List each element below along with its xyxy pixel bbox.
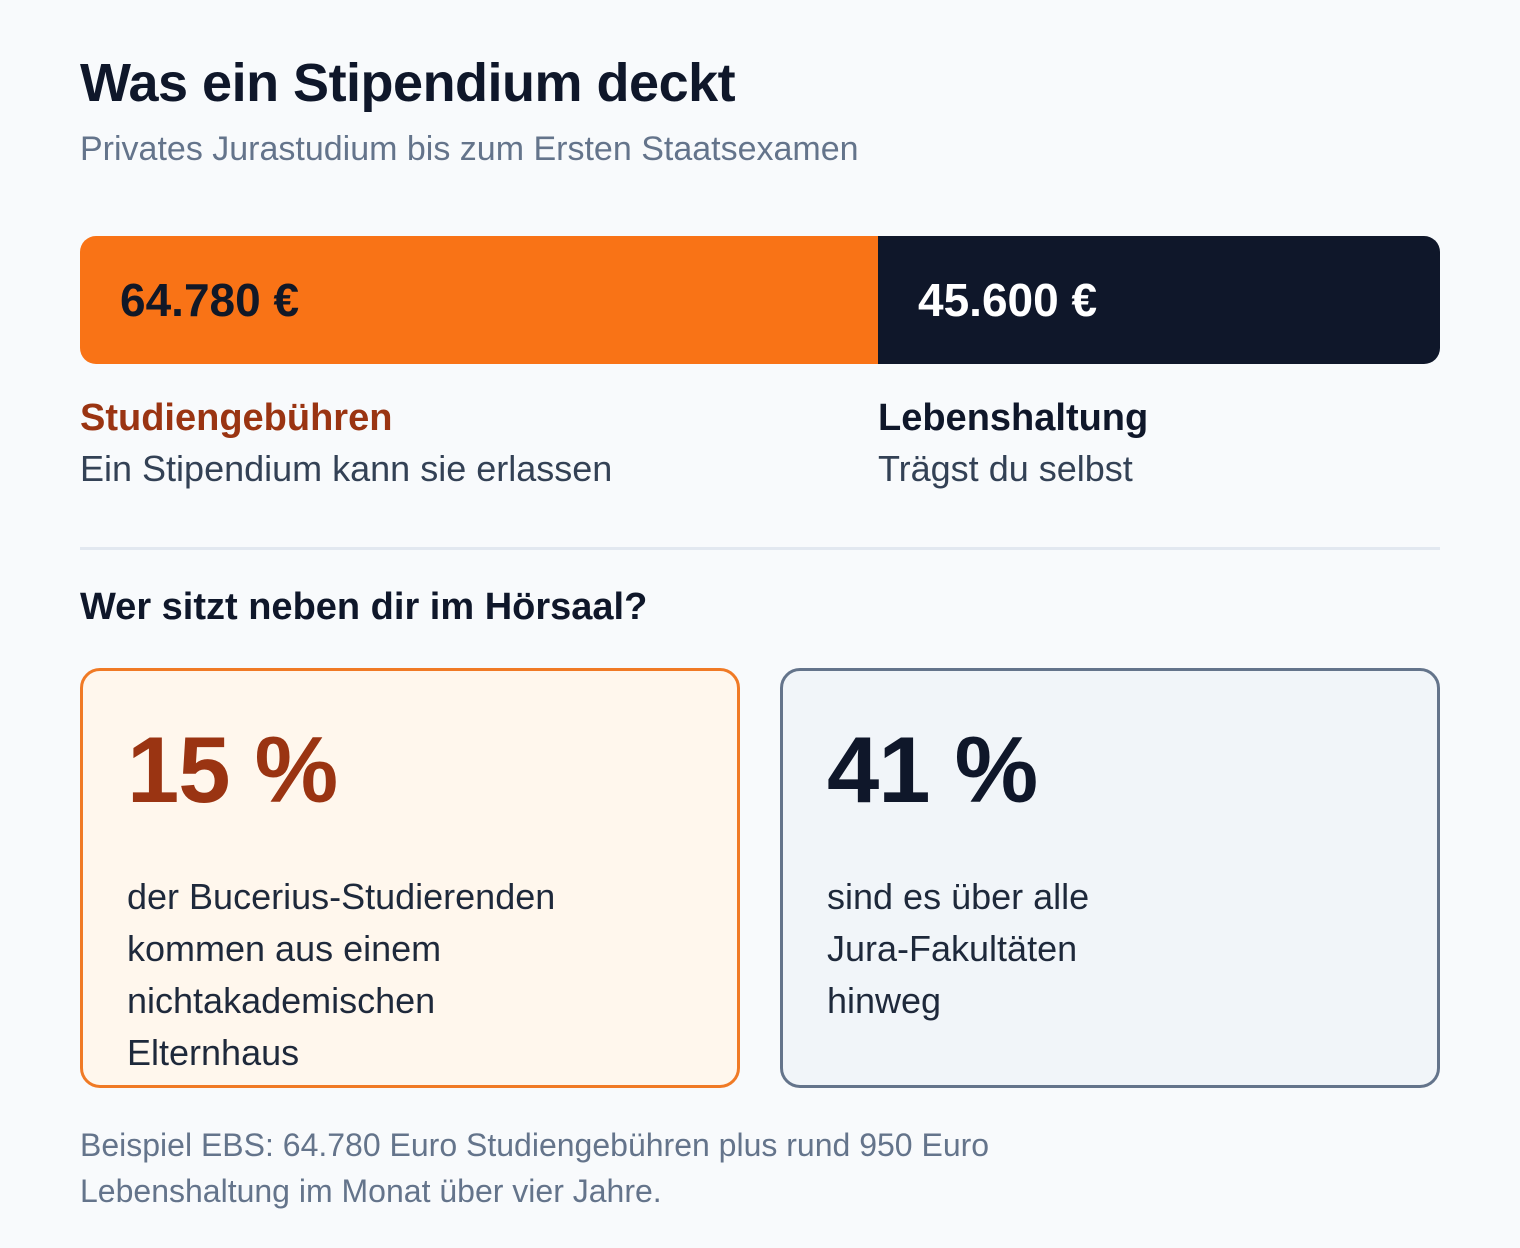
bar-value-label-studiengebuehren: 64.780 € — [120, 274, 300, 326]
legend-note-studiengebuehren: Ein Stipendium kann sie erlassen — [80, 448, 613, 489]
section-heading: Wer sitzt neben dir im Hörsaal? — [80, 586, 648, 628]
stat-text-bucerius: der Bucerius-Studierenden kommen aus ein… — [127, 876, 556, 1073]
stat-card-bucerius: 15 % der Bucerius-Studierenden kommen au… — [80, 668, 740, 1088]
page-subtitle: Privates Jurastudium bis zum Ersten Staa… — [80, 130, 859, 168]
legend-title-studiengebuehren: Studiengebühren — [80, 397, 393, 439]
legend-note-lebenshaltung: Trägst du selbst — [878, 448, 1133, 489]
stat-value-all-faculties: 41 % — [827, 717, 1038, 822]
stat-text-all-faculties: sind es über alle Jura-Fakultäten hinweg — [827, 876, 1090, 1021]
stat-value-bucerius: 15 % — [127, 717, 338, 822]
page-title: Was ein Stipendium deckt — [80, 53, 736, 113]
bar-segment-lebenshaltung: 45.600 € — [878, 236, 1440, 364]
legend-item-lebenshaltung: Lebenshaltung Trägst du selbst — [878, 392, 1148, 494]
stat-card-all-faculties: 41 % sind es über alle Jura-Fakultäten h… — [780, 668, 1440, 1088]
legend-item-studiengebuehren: Studiengebühren Ein Stipendium kann sie … — [80, 392, 612, 494]
bar-segment-studiengebuehren: 64.780 € — [80, 236, 878, 364]
footnote: Beispiel EBS: 64.780 Euro Studiengebühre… — [80, 1127, 990, 1209]
cost-stacked-bar: 64.780 € 45.600 € — [80, 236, 1440, 364]
section-divider — [80, 547, 1440, 550]
legend-title-lebenshaltung: Lebenshaltung — [878, 397, 1149, 439]
bar-value-label-lebenshaltung: 45.600 € — [918, 274, 1098, 326]
bar-legend: Studiengebühren Ein Stipendium kann sie … — [80, 392, 1440, 502]
